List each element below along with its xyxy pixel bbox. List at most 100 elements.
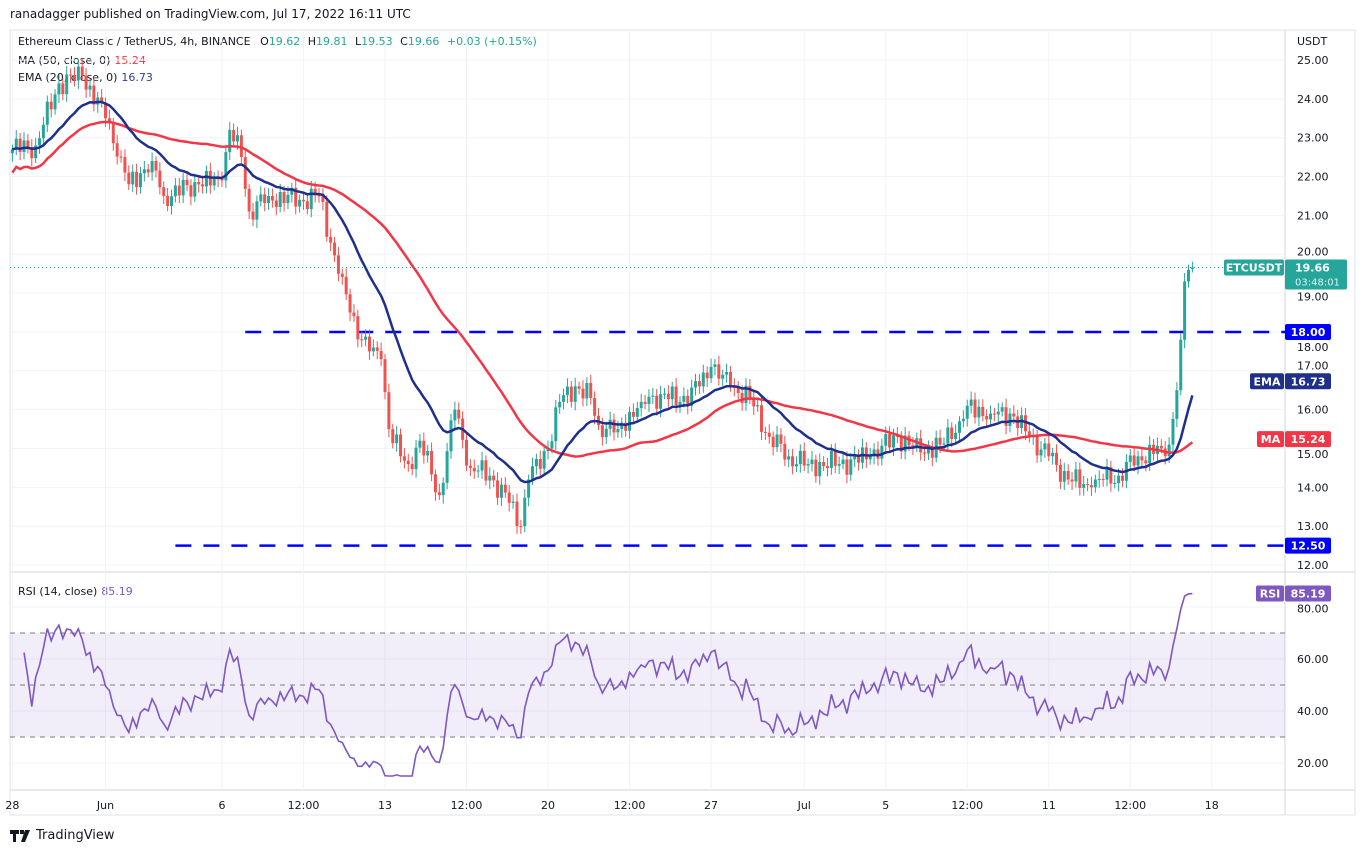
time-tick-label: 6: [218, 799, 225, 812]
candle-body: [1093, 479, 1097, 488]
candle-body: [763, 431, 767, 433]
candle-body: [135, 171, 139, 188]
ema-value: 16.73: [121, 71, 153, 84]
candle-body: [709, 366, 713, 379]
candle-body: [562, 395, 566, 402]
candle-body: [1187, 269, 1191, 282]
candle-body: [69, 74, 73, 76]
candle-body: [829, 450, 833, 468]
candle-body: [399, 434, 403, 457]
candle-body: [414, 447, 418, 470]
candle-body: [150, 161, 154, 173]
candle-body: [1012, 413, 1016, 417]
candle-body: [267, 195, 271, 203]
level-price-badge-bg: [1285, 537, 1331, 554]
time-tick-label: 28: [5, 799, 19, 812]
candle-body: [1097, 479, 1101, 481]
tradingview-logo[interactable]: TradingView: [10, 828, 115, 843]
candle-body: [717, 364, 721, 379]
candle-body: [465, 439, 469, 466]
level-price-badge: 18.00: [1291, 326, 1326, 339]
candle-body: [468, 465, 472, 468]
candle-body: [985, 416, 989, 420]
candle-body: [10, 149, 14, 154]
candle-body: [1039, 449, 1043, 456]
candle-body: [115, 143, 119, 157]
time-tick-label: 12:00: [451, 799, 483, 812]
rsi-tick-label: 80.00: [1297, 603, 1329, 616]
candle-body: [375, 347, 379, 351]
candle-body: [965, 405, 969, 419]
symbol-legend: Ethereum Classic / TetherUS, 4h, BINANCE…: [18, 35, 537, 48]
price-tick-label: 18.00: [1297, 341, 1329, 354]
candle-body: [519, 526, 523, 528]
candle-body: [977, 406, 981, 418]
candle-body: [433, 474, 437, 493]
candle-body: [286, 194, 290, 204]
candle-body: [981, 406, 985, 417]
symbol-title[interactable]: Ethereum Classic / TetherUS, 4h, BINANCE: [18, 35, 251, 48]
candle-body: [1113, 483, 1117, 485]
candle-body: [1062, 471, 1066, 482]
candle-body: [1086, 484, 1090, 486]
candle-body: [1183, 281, 1187, 340]
price-tick-label: 19.00: [1297, 290, 1329, 303]
candle-body: [278, 192, 282, 207]
candle-body: [938, 437, 942, 445]
candle-body: [930, 448, 934, 458]
candle-body: [391, 429, 395, 444]
candle-body: [1070, 479, 1074, 482]
candle-body: [445, 451, 449, 483]
price-tick-label: 20.00: [1297, 245, 1329, 258]
candle-body: [531, 466, 535, 480]
candle-body: [88, 85, 92, 90]
candle-body: [476, 470, 480, 472]
candle-body: [1121, 475, 1125, 481]
price-tick-label: 12.00: [1297, 559, 1329, 572]
candle-body: [903, 435, 907, 452]
candle-body: [193, 182, 197, 197]
candle-body: [329, 236, 333, 243]
candle-body: [418, 440, 422, 448]
candle-body: [119, 156, 123, 158]
candle-body: [406, 460, 410, 465]
candle-body: [740, 393, 744, 404]
candle-body: [923, 452, 927, 454]
candle-body: [748, 385, 752, 398]
candle-body: [837, 464, 841, 466]
candle-body: [767, 432, 771, 437]
candle-body: [138, 173, 142, 188]
candle-body: [612, 419, 616, 433]
candle-body: [779, 434, 783, 444]
candle-body: [488, 475, 492, 481]
candle-body: [942, 443, 946, 445]
candle-body: [507, 492, 511, 503]
candle-body: [255, 201, 259, 220]
candle-body: [1159, 445, 1163, 449]
candle-body: [185, 179, 189, 186]
tradingview-logo-icon: [10, 829, 30, 842]
candle-body: [321, 195, 325, 202]
currency-label: USDT: [1297, 35, 1328, 48]
rsi-legend[interactable]: RSI (14, close) 85.19: [18, 585, 133, 598]
candle-body: [992, 413, 996, 415]
candle-body: [14, 138, 18, 150]
candle-body: [550, 441, 554, 449]
candle-body: [872, 449, 876, 457]
candle-body: [604, 428, 608, 438]
candle-body: [857, 454, 861, 463]
candle-body: [503, 484, 507, 493]
bar-countdown: 03:48:01: [1295, 277, 1340, 288]
candle-body: [301, 199, 305, 202]
close-value: 19.66: [407, 35, 440, 48]
candle-body: [72, 75, 76, 81]
candle-body: [92, 85, 96, 105]
candle-body: [1058, 464, 1062, 482]
candle-body: [577, 386, 581, 389]
rsi-tick-label: 20.00: [1297, 757, 1329, 770]
candle-body: [383, 359, 387, 393]
price-tick-label: 21.00: [1297, 209, 1329, 222]
candle-body: [239, 135, 243, 158]
tradingview-logo-text: TradingView: [36, 828, 115, 843]
